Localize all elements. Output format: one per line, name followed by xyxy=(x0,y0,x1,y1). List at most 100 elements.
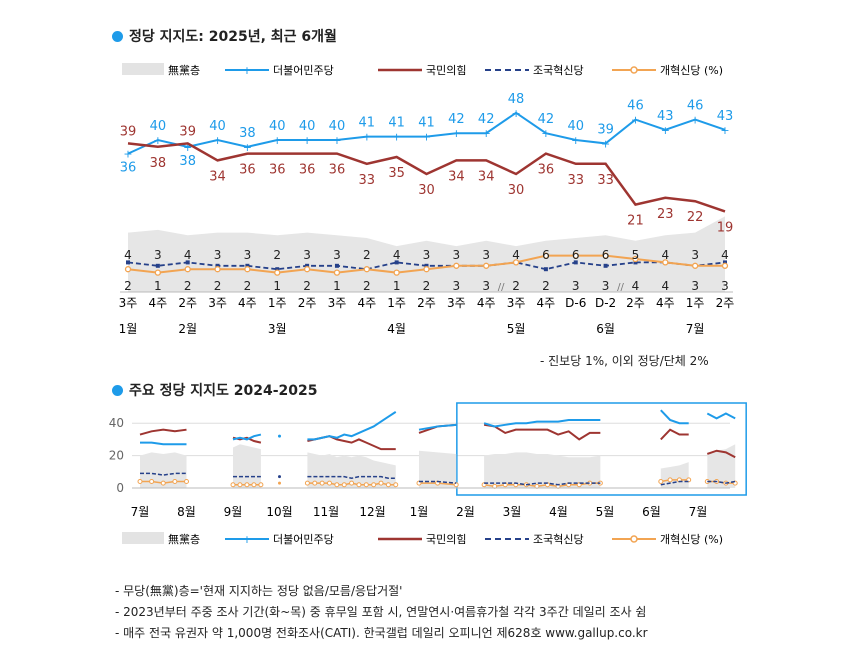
point-dem: + xyxy=(183,141,192,154)
point-reform xyxy=(385,482,391,488)
series-none-area xyxy=(307,452,396,488)
x-tick-label: 8월 xyxy=(177,505,196,519)
series-none-area xyxy=(233,444,261,488)
data-label-ppp: 34 xyxy=(478,169,495,184)
axis-break-icon: // xyxy=(617,282,624,293)
point-reform xyxy=(304,480,310,486)
point-dem: + xyxy=(213,134,222,147)
series-line-ppp xyxy=(483,423,601,441)
point-dem: + xyxy=(511,107,520,120)
series-none-area xyxy=(707,444,736,488)
axis-break-icon: // xyxy=(498,282,505,293)
legend-marker-circle xyxy=(630,66,638,74)
data-label-reform: 2 xyxy=(542,279,550,293)
month-label: 5월 xyxy=(507,322,526,336)
data-label-rebuild: 4 xyxy=(512,248,520,262)
x-tick-label: 7월 xyxy=(131,505,150,519)
chart1-plot: 無黨층 + 더불어민주당 국민의힘 조국혁신당 개혁신당 (%)++++++ + + + + + + +… xyxy=(119,63,734,336)
chart1-title: 정당 지지도: 2025년, 최근 6개월 xyxy=(112,26,337,46)
data-label-dem: 39 xyxy=(597,122,614,137)
point-rebuild xyxy=(305,263,310,268)
x-tick-label: 10월 xyxy=(266,505,292,519)
chart1-legend-item-2: 국민의힘 xyxy=(378,64,466,77)
chart2-legend-item-2: 국민의힘 xyxy=(378,533,466,546)
point-reform xyxy=(137,479,143,485)
point-reform xyxy=(512,259,520,266)
point-dem: + xyxy=(601,137,610,150)
point-rebuild xyxy=(245,263,250,268)
data-label-rebuild: 4 xyxy=(721,248,729,262)
point-reform xyxy=(251,482,257,488)
data-label-reform: 3 xyxy=(453,279,461,293)
point-rebuild xyxy=(126,260,130,265)
data-label-rebuild: 3 xyxy=(482,248,490,262)
series-line-dem xyxy=(660,409,689,425)
data-label-rebuild: 3 xyxy=(154,248,162,262)
point-reform xyxy=(658,479,664,485)
data-label-dem: 48 xyxy=(508,92,525,107)
x-tick-label: D-2 xyxy=(595,296,616,310)
data-label-dem: 42 xyxy=(448,112,465,127)
data-label-reform: 3 xyxy=(482,279,490,293)
footnote-2: - 2023년부터 주중 조사 기간(화~목) 중 휴무일 포함 시, 연말연시… xyxy=(115,605,647,619)
chart2-legend-item-0: 無黨층 xyxy=(122,532,200,546)
x-tick-label: 2주 xyxy=(417,296,436,310)
x-tick-label: 1주 xyxy=(387,296,406,310)
x-tick-label: 7월 xyxy=(689,505,708,519)
x-tick-label: 2주 xyxy=(298,296,317,310)
data-label-ppp: 39 xyxy=(179,124,196,139)
point-reform xyxy=(333,269,341,276)
x-tick-label: 3주 xyxy=(328,296,347,310)
data-label-ppp: 39 xyxy=(120,124,137,139)
chart1-legend-item-0: 無黨층 xyxy=(122,63,200,77)
x-tick-label: 1월 xyxy=(410,505,429,519)
series-none-area xyxy=(484,452,601,488)
data-label-reform: 1 xyxy=(333,279,341,293)
chart1-legend-item-4: 개혁신당 (%) xyxy=(612,64,723,77)
point-rebuild xyxy=(543,267,548,272)
data-label-rebuild: 6 xyxy=(542,248,550,262)
series-line-dem xyxy=(140,441,187,446)
point-dem: + xyxy=(571,134,580,147)
point-reform xyxy=(453,482,459,488)
x-tick-label: 11월 xyxy=(313,505,339,519)
x-tick-label: 4주 xyxy=(656,296,675,310)
data-label-reform: 1 xyxy=(273,279,281,293)
data-label-ppp: 36 xyxy=(299,163,316,178)
point-dem: + xyxy=(631,114,640,127)
data-label-rebuild: 3 xyxy=(453,248,461,262)
point-reform xyxy=(230,482,236,488)
legend-label: 더불어민주당 xyxy=(273,533,334,546)
point-reform xyxy=(662,259,669,266)
data-label-rebuild: 2 xyxy=(273,248,281,262)
footnote-3: - 매주 전국 유권자 약 1,000명 전화조사(CATI). 한국갤럽 데일… xyxy=(115,626,648,640)
data-label-reform: 3 xyxy=(691,279,699,293)
point-dem: + xyxy=(691,114,700,127)
data-label-ppp: 19 xyxy=(717,220,734,235)
data-label-rebuild: 3 xyxy=(423,248,431,262)
data-label-dem: 38 xyxy=(179,154,196,169)
legend-label: 조국혁신당 xyxy=(533,64,584,77)
point-reform xyxy=(278,481,281,485)
series-line-dem xyxy=(307,411,397,441)
data-label-dem: 46 xyxy=(627,99,644,114)
data-label-rebuild: 3 xyxy=(244,248,252,262)
point-rebuild xyxy=(424,263,429,268)
x-tick-label: 12월 xyxy=(359,505,385,519)
point-rebuild xyxy=(215,263,220,268)
data-label-reform: 3 xyxy=(602,279,610,293)
x-tick-label: 4주 xyxy=(477,296,496,310)
data-label-ppp: 36 xyxy=(239,163,256,178)
legend-swatch-none xyxy=(122,532,164,544)
data-label-dem: 40 xyxy=(329,119,346,134)
x-tick-label: 3주 xyxy=(507,296,526,310)
point-rebuild xyxy=(278,475,281,479)
point-rebuild xyxy=(334,263,339,268)
data-label-ppp: 21 xyxy=(627,214,644,229)
point-dem: + xyxy=(123,148,132,161)
point-dem: + xyxy=(661,124,670,137)
data-label-dem: 41 xyxy=(418,116,435,131)
point-reform xyxy=(258,482,264,488)
point-reform xyxy=(326,480,332,486)
point-reform xyxy=(160,480,166,486)
